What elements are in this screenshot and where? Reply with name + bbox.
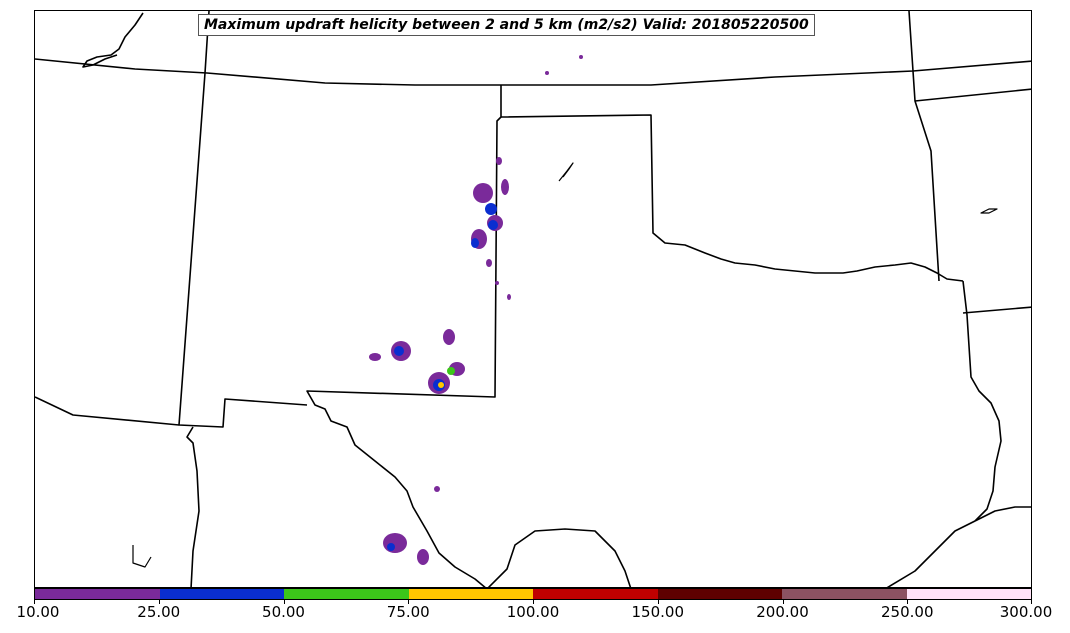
helicity-cell	[383, 533, 407, 553]
coastline	[82, 12, 144, 68]
helicity-cell	[486, 259, 492, 267]
map-title: Maximum updraft helicity between 2 and 5…	[198, 14, 815, 36]
helicity-cell	[473, 183, 493, 203]
colorbar-segment	[906, 589, 1031, 599]
colorbar-label: 50.00	[262, 603, 305, 621]
state-line	[962, 306, 1031, 314]
colorbar-tick	[159, 600, 160, 604]
state-line	[178, 11, 308, 428]
helicity-contours	[369, 55, 583, 565]
lake	[980, 208, 998, 214]
colorbar-segment	[35, 589, 160, 599]
helicity-cell	[485, 203, 497, 215]
helicity-cell	[545, 71, 549, 75]
helicity-cell	[488, 220, 498, 230]
state-line	[500, 114, 964, 282]
lake	[558, 162, 574, 182]
lake	[132, 545, 152, 568]
colorbar-label: 10.00	[16, 603, 60, 621]
helicity-cell	[579, 55, 583, 59]
state-line	[487, 528, 632, 587]
helicity-cell	[496, 157, 502, 165]
colorbar-tick	[408, 600, 409, 604]
helicity-cell	[369, 353, 381, 361]
colorbar-label: 300.00	[999, 603, 1053, 621]
state-line	[186, 426, 200, 587]
colorbar-label: 75.00	[386, 603, 430, 621]
colorbar-label: 100.00	[506, 603, 560, 621]
colorbar-segment	[657, 589, 782, 599]
state-line	[908, 11, 940, 282]
state-line	[962, 280, 1002, 522]
helicity-cell	[438, 382, 444, 388]
helicity-cell	[387, 543, 395, 551]
map-canvas	[35, 11, 1031, 587]
helicity-cell	[394, 346, 404, 356]
colorbar-segment	[533, 589, 658, 599]
helicity-cell	[417, 549, 429, 565]
state-line	[306, 85, 502, 587]
helicity-cell	[443, 329, 455, 345]
state-line	[914, 88, 1031, 102]
colorbar-tick	[533, 600, 534, 604]
state-line	[35, 396, 180, 426]
colorbar-label: 150.00	[631, 603, 685, 621]
helicity-cell	[471, 238, 479, 248]
state-line	[35, 58, 1031, 86]
colorbar-segment	[782, 589, 907, 599]
coastline	[974, 506, 1031, 522]
colorbar-tick	[783, 600, 784, 604]
helicity-cell	[507, 294, 511, 300]
helicity-cell	[501, 179, 509, 195]
colorbar-tick	[34, 600, 35, 604]
colorbar-segment	[284, 589, 409, 599]
colorbar-tick	[658, 600, 659, 604]
colorbar-label: 25.00	[137, 603, 181, 621]
map-panel	[34, 10, 1032, 588]
helicity-cell	[447, 367, 455, 375]
helicity-cell	[495, 281, 499, 285]
colorbar-segment	[408, 589, 533, 599]
colorbar-tick	[907, 600, 908, 604]
colorbar-tick	[1031, 600, 1032, 604]
colorbar-label: 250.00	[881, 603, 934, 621]
colorbar-tick	[284, 600, 285, 604]
colorbar-label: 200.00	[756, 603, 809, 621]
helicity-cell	[434, 486, 440, 492]
colorbar	[34, 588, 1032, 600]
state-boundaries	[35, 11, 1031, 587]
colorbar-segment	[159, 589, 284, 599]
coastline	[886, 520, 976, 587]
